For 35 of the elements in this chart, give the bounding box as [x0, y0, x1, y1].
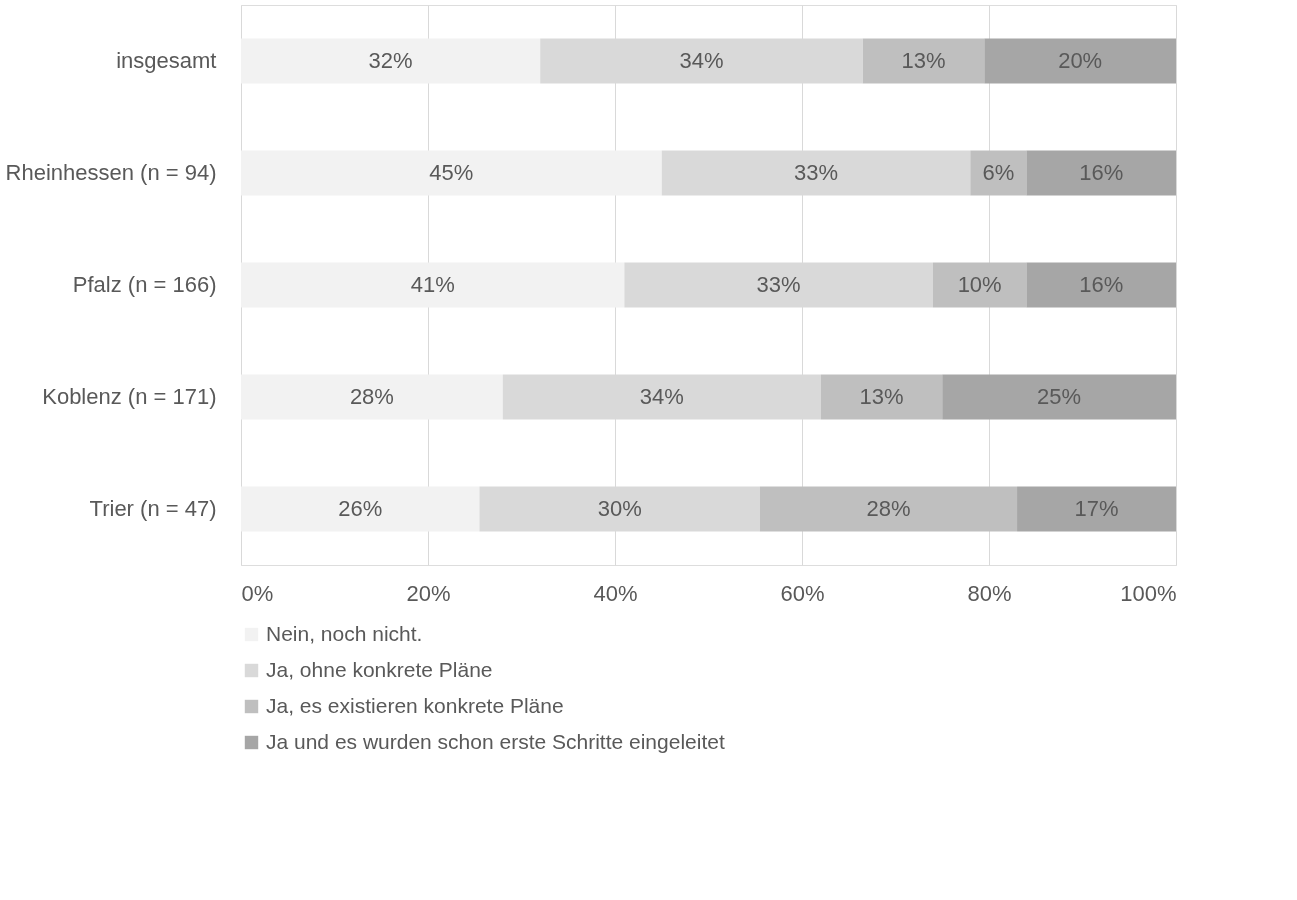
data-label: 33%: [756, 272, 801, 297]
data-label: 41%: [410, 272, 455, 297]
data-label: 17%: [1074, 496, 1119, 521]
legend-label: Nein, noch nicht.: [266, 621, 423, 645]
legend-label: Ja und es wurden schon erste Schritte eingeleitet: [266, 729, 725, 753]
y-tick-label: Koblenz (n = 171): [42, 384, 217, 409]
y-tick-label: Trier (n = 47): [89, 496, 217, 521]
data-label: 32%: [368, 48, 413, 73]
data-label: 34%: [679, 48, 724, 73]
data-label: 33%: [794, 160, 839, 185]
x-tick-label: 0%: [241, 580, 274, 606]
data-label: 34%: [639, 384, 684, 409]
x-tick-label: 60%: [780, 580, 825, 606]
data-label: 25%: [1037, 384, 1082, 409]
y-tick-label: Pfalz (n = 166): [72, 272, 217, 297]
data-label: 13%: [901, 48, 946, 73]
data-label: 6%: [982, 160, 1015, 185]
data-label: 28%: [866, 496, 911, 521]
x-tick-label: 80%: [967, 580, 1012, 606]
x-tick-label: 40%: [593, 580, 638, 606]
data-label: 26%: [338, 496, 383, 521]
data-label: 10%: [957, 272, 1002, 297]
legend-label: Ja, es existieren konkrete Pläne: [266, 693, 564, 717]
data-label: 28%: [349, 384, 394, 409]
data-label: 20%: [1058, 48, 1103, 73]
data-label: 16%: [1079, 272, 1124, 297]
data-label: 16%: [1079, 160, 1124, 185]
data-label: 45%: [429, 160, 474, 185]
y-tick-label: insgesamt: [116, 48, 217, 73]
data-label: 13%: [859, 384, 904, 409]
x-tick-label: 100%: [1120, 580, 1177, 606]
x-tick-label: 20%: [406, 580, 451, 606]
data-label: 30%: [597, 496, 642, 521]
legend-label: Ja, ohne konkrete Pläne: [266, 657, 493, 681]
y-tick-label: Rheinhessen (n = 94): [5, 160, 217, 185]
